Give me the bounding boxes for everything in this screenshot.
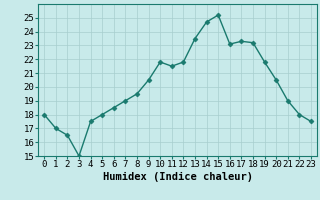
X-axis label: Humidex (Indice chaleur): Humidex (Indice chaleur) — [103, 172, 252, 182]
